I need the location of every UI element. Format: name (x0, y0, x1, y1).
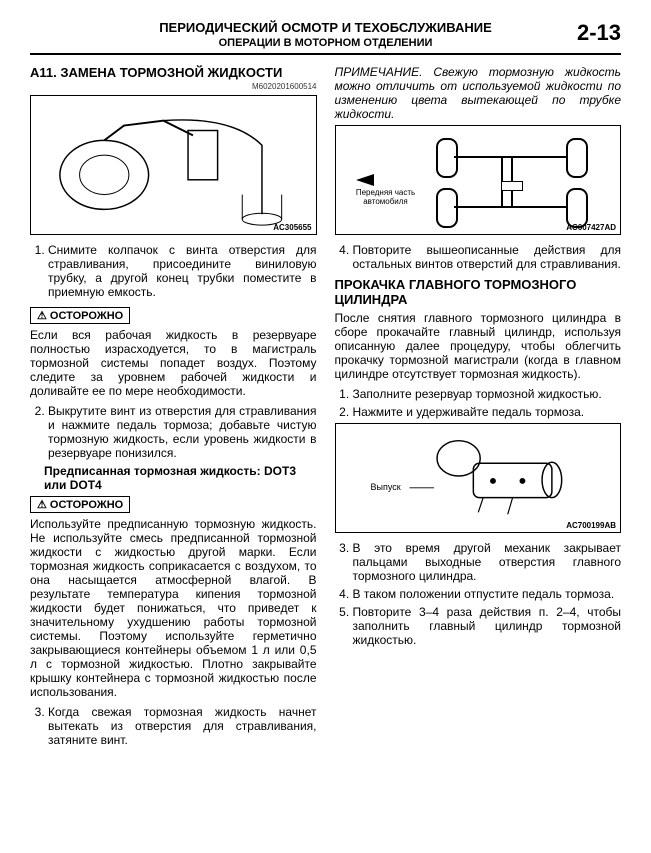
doc-code: M6020201600514 (30, 82, 317, 91)
content-columns: A11. ЗАМЕНА ТОРМОЗНОЙ ЖИДКОСТИ M60202016… (30, 65, 621, 751)
step-item: Выкрутите винт из отверстия для стравлив… (48, 404, 317, 460)
figure-label: Передняя часть автомобиля (356, 188, 416, 206)
figure-brake-circuit: Передняя часть автомобиля AC607427AD (335, 125, 622, 235)
steps-list-4: Повторите вышеописанные действия для ост… (335, 243, 622, 271)
figure-label: Выпуск (371, 482, 401, 492)
wheel-icon (566, 188, 588, 228)
step-item: В таком положении отпустите педаль тормо… (353, 587, 622, 601)
steps-list-3: Когда свежая тормозная жидкость начнет в… (30, 705, 317, 747)
step-item: Повторите 3–4 раза действия п. 2–4, чтоб… (353, 605, 622, 647)
figure-code: AC305655 (273, 223, 311, 232)
step-item: Снимите колпачок с винта отверстия для с… (48, 243, 317, 299)
right-column: ПРИМЕЧАНИЕ. Свежую тормозную жидкость мо… (335, 65, 622, 751)
master-cyl-icon (501, 181, 523, 191)
figure-master-cylinder: Выпуск AC700199AB (335, 423, 622, 533)
step-item: Когда свежая тормозная жидкость начнет в… (48, 705, 317, 747)
master-cyl-svg (336, 424, 621, 532)
page: 2-13 ПЕРИОДИЧЕСКИЙ ОСМОТР И ТЕХОБСЛУЖИВА… (0, 0, 651, 771)
caution-text: Если вся рабочая жидкость в резервуаре п… (30, 328, 317, 398)
wheel-icon (436, 138, 458, 178)
wheel-icon (436, 188, 458, 228)
caution-label: ОСТОРОЖНО (30, 307, 130, 324)
step-item: Заполните резервуар тормозной жидкостью. (353, 387, 622, 401)
figure-code: AC607427AD (566, 223, 616, 232)
caution-text: Используйте предписанную тормозную жидко… (30, 517, 317, 699)
step-item: Повторите вышеописанные действия для ост… (353, 243, 622, 271)
spec-text: Предписанная тормозная жидкость: DOT3 ил… (44, 464, 317, 492)
caution-label: ОСТОРОЖНО (30, 496, 130, 513)
steps-list-2: Выкрутите винт из отверстия для стравлив… (30, 404, 317, 460)
page-header: 2-13 ПЕРИОДИЧЕСКИЙ ОСМОТР И ТЕХОБСЛУЖИВА… (30, 20, 621, 55)
figure-code: AC700199AB (566, 521, 616, 530)
header-subtitle: ОПЕРАЦИИ В МОТОРНОМ ОТДЕЛЕНИИ (30, 37, 621, 55)
steps-list-5: Заполните резервуар тормозной жидкостью.… (335, 387, 622, 419)
steps-list-6: В это время другой механик закрывает пал… (335, 541, 622, 647)
step-item: В это время другой механик закрывает пал… (353, 541, 622, 583)
intro-text: После снятия главного тормозного цилиндр… (335, 311, 622, 381)
steps-list-1: Снимите колпачок с винта отверстия для с… (30, 243, 317, 299)
note-text: ПРИМЕЧАНИЕ. Свежую тормозную жидкость мо… (335, 65, 622, 121)
brake-bleed-svg (31, 96, 316, 234)
wheel-icon (566, 138, 588, 178)
subsection-title: ПРОКАЧКА ГЛАВНОГО ТОРМОЗНОГО ЦИЛИНДРА (335, 277, 622, 307)
figure-brake-bleed: AC305655 (30, 95, 317, 235)
arrow-icon (356, 174, 374, 186)
page-number: 2-13 (577, 20, 621, 46)
section-title: A11. ЗАМЕНА ТОРМОЗНОЙ ЖИДКОСТИ (30, 65, 317, 80)
step-item: Нажмите и удерживайте педаль тормоза. (353, 405, 622, 419)
header-title: ПЕРИОДИЧЕСКИЙ ОСМОТР И ТЕХОБСЛУЖИВАНИЕ (30, 20, 621, 35)
left-column: A11. ЗАМЕНА ТОРМОЗНОЙ ЖИДКОСТИ M60202016… (30, 65, 317, 751)
